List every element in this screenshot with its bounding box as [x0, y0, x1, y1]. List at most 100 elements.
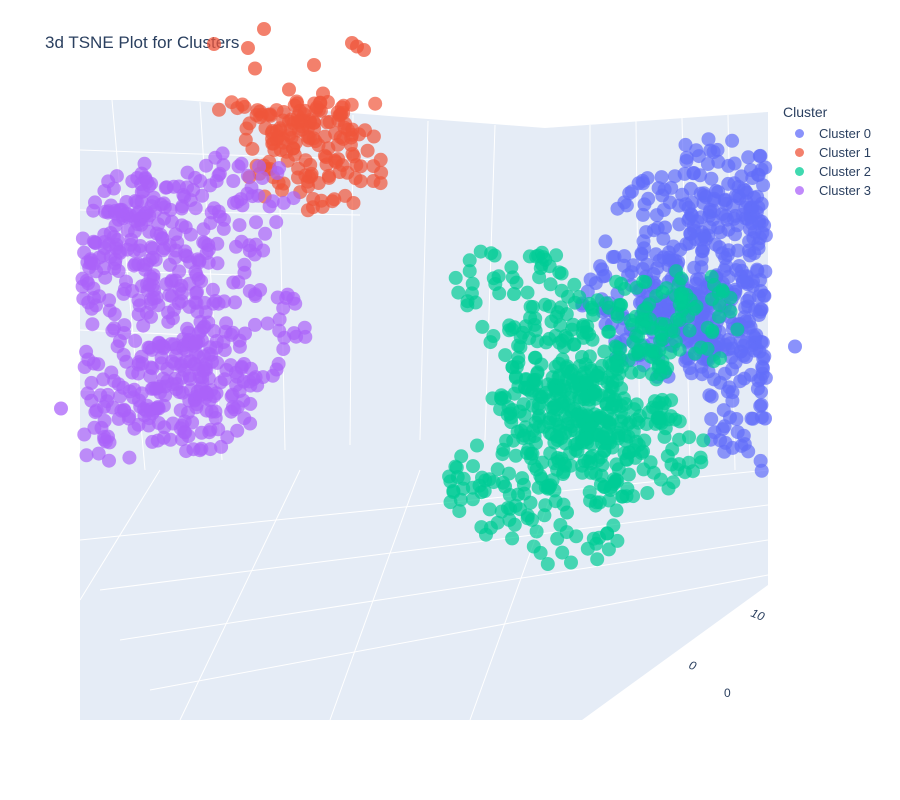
- data-point-marker: [556, 465, 571, 479]
- data-point-marker: [188, 336, 203, 351]
- data-point-marker: [470, 438, 484, 453]
- data-point-marker: [542, 415, 556, 430]
- data-point-marker: [196, 222, 211, 237]
- data-point-marker: [596, 430, 611, 445]
- data-point-marker: [180, 321, 195, 336]
- data-point-marker: [314, 193, 329, 208]
- data-point-marker: [502, 488, 517, 502]
- data-point-marker: [604, 380, 619, 394]
- data-point-marker: [208, 411, 223, 425]
- data-point-marker: [212, 209, 227, 224]
- data-point-marker: [230, 194, 245, 209]
- data-point-marker: [651, 181, 666, 196]
- data-point-marker: [529, 524, 544, 539]
- legend-item[interactable]: Cluster 2: [783, 162, 871, 181]
- data-point-marker: [287, 326, 301, 341]
- data-point-marker: [755, 335, 770, 350]
- data-point-marker: [634, 446, 649, 461]
- data-point-marker: [548, 328, 563, 343]
- data-point-marker: [672, 198, 687, 213]
- data-point-marker: [522, 331, 537, 346]
- data-point-marker: [336, 106, 351, 120]
- data-point-marker: [217, 372, 232, 387]
- data-point-marker: [606, 518, 621, 533]
- data-point-marker: [232, 339, 247, 354]
- legend-item[interactable]: Cluster 1: [783, 143, 871, 162]
- data-point-marker: [368, 96, 383, 111]
- data-point-marker: [270, 290, 285, 305]
- data-point-marker: [483, 335, 498, 350]
- data-point-marker: [682, 323, 697, 338]
- data-point-marker: [249, 215, 263, 230]
- data-point-marker: [549, 309, 564, 324]
- data-point-marker: [716, 403, 731, 418]
- data-point-marker: [689, 276, 704, 291]
- data-point-marker: [320, 115, 335, 130]
- data-point-marker: [753, 304, 768, 319]
- grid-line: [149, 574, 769, 691]
- data-point-marker: [607, 249, 622, 264]
- data-point-marker: [754, 397, 769, 412]
- data-point-marker: [687, 260, 702, 275]
- data-point-marker: [108, 218, 123, 233]
- legend-item[interactable]: Cluster 0: [783, 124, 871, 143]
- data-point-marker: [735, 275, 750, 290]
- data-point-marker: [553, 518, 568, 532]
- data-point-marker: [541, 377, 556, 392]
- data-point-marker: [230, 423, 245, 438]
- legend: Cluster Cluster 0 Cluster 1 Cluster 2 Clust…: [783, 104, 871, 200]
- data-point-marker: [139, 257, 154, 272]
- data-point-marker: [599, 397, 614, 412]
- data-point-marker: [568, 442, 583, 457]
- data-point-marker: [723, 304, 738, 319]
- data-point-marker: [753, 231, 767, 245]
- data-point-marker: [86, 234, 101, 249]
- grid-line: [119, 539, 769, 641]
- data-point-marker: [547, 435, 562, 450]
- data-point-marker: [173, 403, 188, 418]
- data-point-marker: [174, 218, 189, 233]
- data-point-marker: [741, 444, 756, 459]
- data-point-marker: [210, 355, 225, 370]
- data-point-marker: [197, 319, 212, 334]
- grid-line: [99, 504, 769, 591]
- legend-marker-icon: [795, 129, 804, 138]
- tick-label: 10: [749, 606, 767, 624]
- data-point-marker: [534, 257, 549, 272]
- data-point-marker: [185, 415, 200, 430]
- data-point-marker: [520, 511, 535, 526]
- legend-item[interactable]: Cluster 3: [783, 181, 871, 200]
- data-point-marker: [486, 271, 501, 286]
- data-point-marker: [614, 414, 629, 429]
- data-point-marker: [590, 552, 605, 567]
- data-point-marker: [754, 384, 768, 399]
- data-point: [54, 401, 68, 416]
- data-point-marker: [595, 262, 610, 277]
- data-point-marker: [93, 388, 108, 403]
- data-point-marker: [360, 143, 375, 158]
- data-point-marker: [128, 333, 143, 348]
- data-point-marker: [753, 148, 768, 163]
- data-point-marker: [465, 492, 480, 507]
- legend-label: Cluster 0: [819, 126, 872, 141]
- data-point-marker: [616, 391, 631, 406]
- data-point-marker: [548, 359, 563, 374]
- data-point-marker: [700, 157, 715, 171]
- data-point-marker: [694, 232, 709, 247]
- data-point-marker: [298, 153, 313, 168]
- data-point-marker: [696, 433, 711, 448]
- data-point-marker: [582, 485, 597, 500]
- data-point-marker: [555, 545, 570, 560]
- data-point-marker: [86, 203, 101, 218]
- data-point-marker: [640, 171, 655, 186]
- data-point-marker: [116, 286, 131, 301]
- data-point-marker: [649, 289, 664, 303]
- data-point-marker: [543, 277, 558, 292]
- data-point-marker: [105, 323, 120, 338]
- data-point-marker: [754, 463, 769, 478]
- data-point-marker: [162, 288, 177, 303]
- data-point-marker: [196, 349, 211, 364]
- data-point-marker: [128, 224, 142, 239]
- legend-label: Cluster 3: [819, 183, 872, 198]
